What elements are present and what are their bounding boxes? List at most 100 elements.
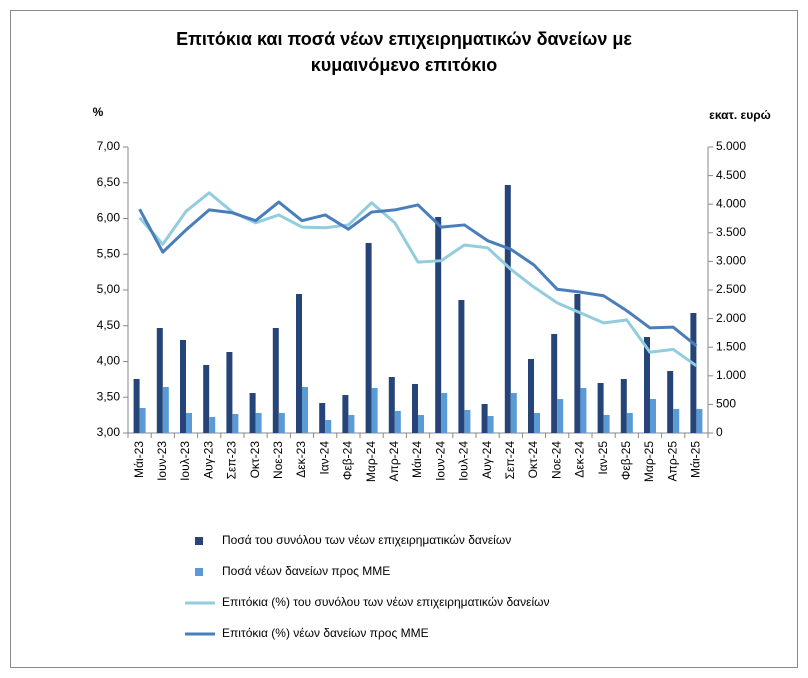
y-tick-label: 3,50 (97, 389, 121, 403)
y2-axis-label: εκατ. ευρώ (709, 108, 771, 122)
bar (255, 412, 262, 433)
y2-tick-label: 1.000 (716, 368, 746, 382)
bar (481, 403, 488, 433)
bar (464, 410, 471, 433)
bar (302, 387, 308, 433)
x-tick-label: Ιουν-23 (155, 441, 169, 481)
x-tick-label: Δεκ-24 (573, 441, 587, 478)
bar (504, 184, 511, 433)
y-tick-label: 4,50 (97, 318, 121, 332)
bar (580, 387, 587, 433)
y2-tick-label: 2.000 (716, 311, 746, 325)
legend-label: Επιτόκια (%) του συνόλου των νέων επιχει… (222, 595, 550, 609)
bar (319, 403, 326, 433)
x-tick-label: Απρ-24 (387, 441, 401, 482)
x-tick-label: Νοε-24 (549, 441, 563, 479)
y2-tick-label: 5.000 (716, 139, 746, 153)
bar (412, 383, 418, 433)
bar (557, 399, 564, 433)
y2-tick-label: 4.500 (716, 168, 746, 182)
chart-title: κυμαινόμενο επιτόκιο (311, 55, 498, 75)
bar (186, 412, 192, 433)
legend-swatch (195, 568, 203, 576)
x-tick-label: Απρ-25 (665, 441, 679, 482)
x-tick-label: Δεκ-23 (294, 441, 308, 478)
bar (620, 379, 627, 433)
bar (528, 358, 534, 433)
bar (690, 312, 697, 433)
bar (667, 370, 674, 433)
x-tick-label: Σεπ-24 (503, 441, 517, 480)
y-tick-label: 6,50 (97, 175, 121, 189)
y2-tick-label: 4.000 (716, 196, 746, 210)
bar (551, 333, 558, 433)
bar (203, 364, 210, 433)
x-tick-label: Φεβ-25 (619, 441, 633, 480)
bar (626, 412, 633, 433)
line (138, 200, 698, 347)
bar (365, 242, 372, 433)
bar (342, 395, 349, 433)
bar (441, 393, 448, 433)
y2-tick-label: 2.500 (716, 282, 746, 296)
bar (510, 393, 517, 433)
bar (249, 393, 256, 433)
x-tick-label: Ιουν-24 (433, 441, 447, 481)
bar (133, 379, 140, 433)
x-tick-label: Ιουλ-24 (457, 441, 471, 481)
bar (394, 410, 401, 433)
x-tick-label: Οκτ-23 (248, 441, 262, 479)
bar (209, 416, 216, 433)
bar (371, 387, 378, 433)
y-tick-label: 5,50 (97, 246, 121, 260)
legend-label: Ποσά νέων δανείων προς ΜΜΕ (222, 564, 390, 578)
legend-label: Επιτόκια (%) νέων δανείων προς ΜΜΕ (222, 626, 429, 640)
bar (388, 377, 395, 433)
x-tick-label: Οκτ-24 (526, 441, 540, 479)
y2-tick-label: 500 (716, 397, 736, 411)
y2-tick-label: 3.500 (716, 225, 746, 239)
y-tick-label: 5,00 (97, 282, 121, 296)
bar (650, 399, 656, 433)
bar (435, 217, 442, 433)
x-tick-label: Φεβ-24 (341, 441, 355, 480)
x-tick-label: Μάι-23 (132, 441, 146, 478)
x-tick-label: Ιαν-25 (596, 441, 610, 475)
x-tick-label: Αυγ-24 (480, 441, 494, 479)
y-tick-label: 6,00 (97, 211, 121, 225)
bar (597, 383, 604, 433)
x-tick-label: Νοε-23 (271, 441, 285, 479)
bar (180, 339, 186, 433)
bar (534, 412, 540, 433)
legend-label: Ποσά του συνόλου των νέων επιχειρηματικώ… (222, 533, 511, 547)
legend-swatch (195, 537, 203, 545)
bar (644, 337, 650, 433)
bar (139, 408, 146, 433)
y2-tick-label: 3.000 (716, 254, 746, 268)
bar (458, 300, 465, 433)
x-tick-label: Ιουλ-23 (178, 441, 192, 481)
bar (272, 327, 279, 433)
chart-title: Επιτόκια και ποσά νέων επιχειρηματικών δ… (176, 29, 632, 49)
bar (418, 414, 424, 433)
chart-border (10, 10, 798, 668)
bar (574, 294, 581, 433)
y-tick-label: 3,00 (97, 425, 121, 439)
bar (226, 352, 233, 433)
x-tick-label: Μάι-24 (410, 441, 424, 478)
bar (696, 408, 703, 433)
bar (162, 387, 169, 433)
bar (278, 412, 285, 433)
bar (487, 416, 494, 433)
bar (325, 420, 332, 433)
bar (296, 294, 302, 433)
bar (232, 414, 239, 433)
x-tick-label: Μαρ-24 (364, 441, 378, 482)
x-tick-label: Αυγ-23 (201, 441, 215, 479)
y-tick-label: 4,00 (97, 354, 121, 368)
y2-tick-label: 0 (716, 425, 723, 439)
x-tick-label: Μαρ-25 (642, 441, 656, 482)
bar (673, 408, 680, 433)
bar (603, 414, 610, 433)
